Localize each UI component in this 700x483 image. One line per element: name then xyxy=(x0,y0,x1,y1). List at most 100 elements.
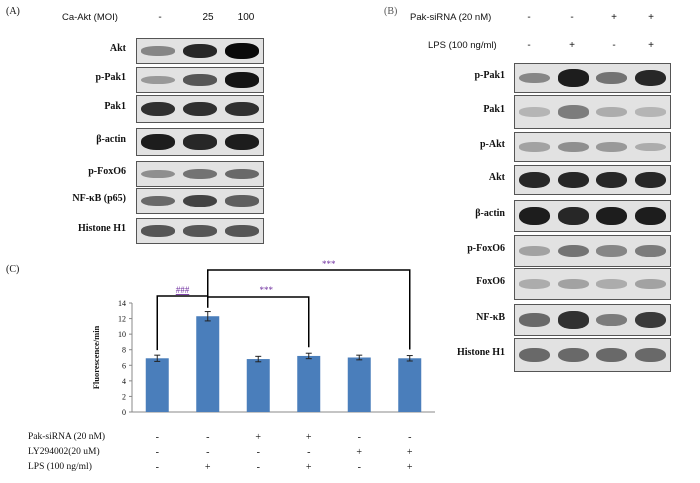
panel-b-row-blot xyxy=(514,200,671,232)
panel-b-row-band xyxy=(596,71,628,84)
panel-b-header-label: Pak-siRNA (20 nM) xyxy=(410,12,492,23)
panel-a-row-band xyxy=(225,168,259,180)
y-tick-label: 14 xyxy=(118,299,126,308)
panel-b-row-band xyxy=(596,245,628,257)
panel-b-row-band xyxy=(557,279,589,289)
panel-c-condition-value: - xyxy=(206,432,210,443)
panel-b-row-band xyxy=(635,244,667,258)
panel-b-row-band xyxy=(557,141,589,153)
panel-b-row-band xyxy=(635,206,667,226)
panel-b-header-value: + xyxy=(648,40,654,51)
panel-a-row-band xyxy=(141,169,175,179)
panel-a-row-blot xyxy=(136,38,264,64)
panel-a-row-band xyxy=(183,168,217,180)
panel-b-row-band xyxy=(596,313,628,327)
panel-b-row-band xyxy=(557,347,589,363)
panel-b-row-label: p-FoxO6 xyxy=(467,243,505,254)
panel-a-row-label: p-FoxO6 xyxy=(88,166,126,177)
bar xyxy=(398,358,422,412)
panel-b-row-label: p-Akt xyxy=(479,139,505,150)
significance-star2: *** xyxy=(322,259,336,269)
panel-a-row-band xyxy=(225,72,259,88)
y-tick-label: 2 xyxy=(122,392,126,401)
panel-c-condition-value: - xyxy=(408,432,412,443)
y-tick-label: 12 xyxy=(118,315,126,324)
panel-a-row-band xyxy=(183,74,217,86)
panel-b-row-label: FoxO6 xyxy=(476,276,505,287)
panel-b-row-band xyxy=(518,279,550,289)
panel-b-row-band xyxy=(596,206,628,226)
panel-b-row-blot xyxy=(514,268,671,300)
panel-b-row-band xyxy=(635,142,667,152)
panel-b-row-band xyxy=(518,72,550,84)
panel-c-condition-value: + xyxy=(356,447,363,458)
panel-b-row-band xyxy=(596,142,628,152)
panel-b-row-band xyxy=(518,246,550,256)
panel-c-condition-value: + xyxy=(406,447,413,458)
panel-a-row-label: Akt xyxy=(109,43,126,54)
panel-a-row-band xyxy=(183,134,217,150)
panel-b-row-label: p-Pak1 xyxy=(474,70,505,81)
panel-b-row-blot xyxy=(514,165,671,195)
panel-c-condition-value: - xyxy=(307,447,311,458)
panel-a-row-band xyxy=(225,134,259,150)
panel-c-condition-label: LPS (100 ng/ml) xyxy=(28,462,92,472)
panel-a-row-label: p-Pak1 xyxy=(95,72,126,83)
panel-a-row-band xyxy=(225,195,259,207)
panel-b-row-blot xyxy=(514,132,671,162)
panel-b-header-value: - xyxy=(570,12,574,23)
panel-a-label: (A) xyxy=(6,6,20,17)
panel-c-label: (C) xyxy=(6,264,20,275)
panel-a-row-band xyxy=(225,101,259,117)
panel-b-row-label: Histone H1 xyxy=(456,347,505,358)
panel-a-row-band xyxy=(225,43,259,59)
panel-b-row-band xyxy=(635,347,667,363)
panel-b-header-value: + xyxy=(569,40,575,51)
panel-a-row-blot xyxy=(136,161,264,187)
panel-b-row-band xyxy=(635,279,667,289)
panel-b-row-band xyxy=(557,244,589,258)
panel-a-row-band xyxy=(183,43,217,59)
panel-c-condition-label: Pak-siRNA (20 nM) xyxy=(28,432,106,442)
panel-b-row-band xyxy=(635,311,667,329)
panel-b-row-band xyxy=(596,107,628,117)
panel-b-row-blot xyxy=(514,338,671,372)
panel-a-row-label: Histone H1 xyxy=(77,223,126,234)
panel-b-header-value: - xyxy=(527,12,531,23)
panel-c-condition-value: + xyxy=(406,462,413,473)
bar xyxy=(196,316,220,412)
panel-b-row-band xyxy=(518,206,550,226)
significance-bracket-star1 xyxy=(207,296,310,348)
panel-b-row-blot xyxy=(514,235,671,267)
panel-c-condition-value: - xyxy=(256,462,260,473)
panel-b-row-label: NF-κB xyxy=(476,312,505,323)
panel-b-row-label: β-actin xyxy=(475,208,505,219)
panel-a-row-band xyxy=(183,194,217,208)
panel-a-row-band xyxy=(141,75,175,85)
panel-c-condition-value: - xyxy=(256,447,260,458)
panel-a-header-label: Ca-Akt (MOI) xyxy=(62,12,118,23)
panel-c-condition-value: - xyxy=(357,432,361,443)
panel-a-row-band xyxy=(183,101,217,117)
panel-b-header-value: - xyxy=(612,40,616,51)
panel-a-row-blot xyxy=(136,188,264,214)
panel-a-row-band xyxy=(183,225,217,237)
panel-a-row-band xyxy=(225,225,259,237)
panel-b-row-band xyxy=(518,171,550,189)
panel-b-label: (B) xyxy=(384,6,398,17)
panel-b-header-value: + xyxy=(648,12,654,23)
panel-a-row-band xyxy=(141,225,175,237)
panel-a-row-blot xyxy=(136,67,264,93)
panel-a-row-band xyxy=(141,195,175,207)
bar xyxy=(347,357,371,412)
significance-hash: ### xyxy=(176,285,190,295)
panel-b-row-blot xyxy=(514,304,671,336)
panel-c-condition-label: LY294002(20 uM) xyxy=(28,447,100,457)
panel-b-row-blot xyxy=(514,63,671,93)
panel-b-row-band xyxy=(596,171,628,189)
panel-b-row-band xyxy=(635,171,667,189)
panel-c-condition-value: - xyxy=(206,447,210,458)
panel-a-row-label: Pak1 xyxy=(104,101,126,112)
panel-b-row-band xyxy=(557,207,589,225)
